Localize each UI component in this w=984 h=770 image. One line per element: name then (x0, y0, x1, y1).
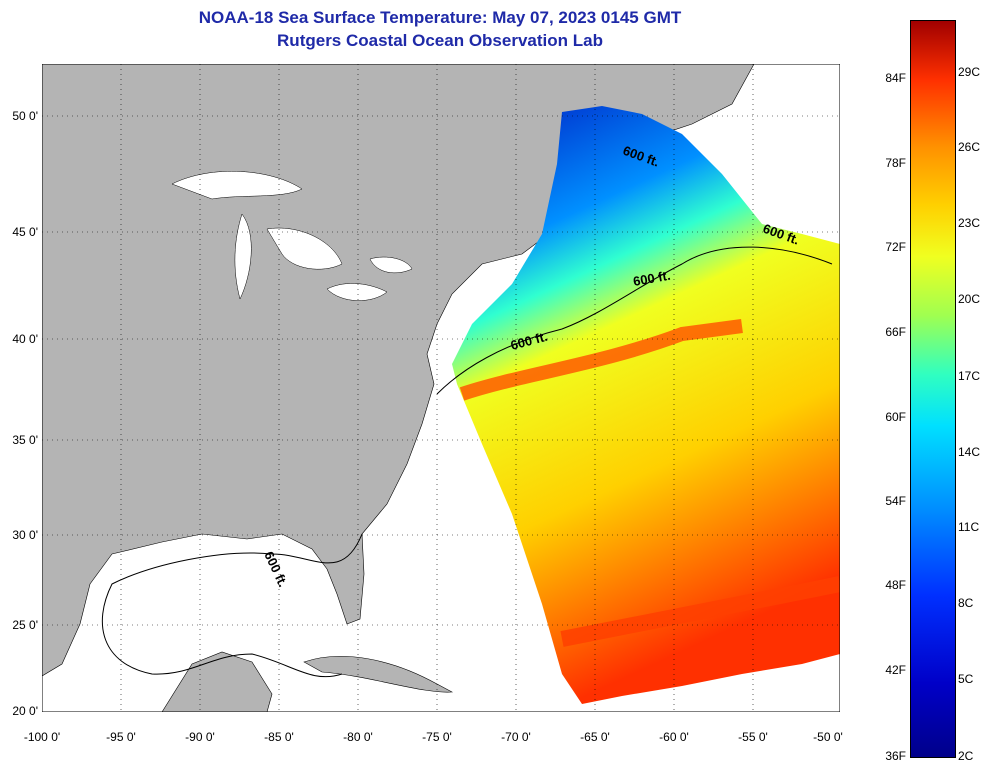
colorbar-c-label: 23C (958, 216, 981, 230)
x-tick-label: -80 0' (343, 730, 373, 744)
x-tick-label: -100 0' (23, 730, 61, 744)
contour-600ft (436, 246, 833, 395)
y-tick-label: 35 0' (12, 433, 38, 447)
colorbar-f-label: 66F (885, 325, 906, 339)
graticule (42, 64, 840, 712)
colorbar-c-label: 11C (958, 520, 980, 534)
land-cuba (303, 656, 454, 693)
colorbar-c-label: 20C (958, 292, 981, 306)
warm-band-south (560, 576, 840, 647)
colorbar-f-label: 84F (885, 71, 906, 85)
x-tick-label: -85 0' (264, 730, 294, 744)
colorbar-c-label: 14C (958, 445, 981, 459)
gulf-stream (459, 319, 743, 401)
x-tick-label: -70 0' (501, 730, 531, 744)
sst-map: 600 ft. 600 ft. 600 ft. 600 ft. 600 ft. (42, 64, 840, 712)
great-lakes (171, 171, 413, 301)
contour-600ft-gulf (101, 533, 363, 678)
y-tick-label: 40 0' (12, 332, 38, 346)
x-tick-label: -95 0' (106, 730, 136, 744)
y-tick-label: 20 0' (12, 704, 38, 718)
map-subtitle: Rutgers Coastal Ocean Observation Lab (277, 31, 603, 50)
y-tick-label: 25 0' (12, 618, 38, 632)
colorbar-c-label: 26C (958, 140, 981, 154)
temperature-colorbar (910, 20, 956, 758)
colorbar-c-label: 29C (958, 65, 981, 79)
contour-label: 600 ft. (632, 268, 672, 289)
colorbar-f-label: 42F (885, 663, 906, 677)
colorbar-c-label: 5C (958, 672, 974, 686)
y-tick-label: 45 0' (12, 225, 38, 239)
colorbar-f-label: 54F (885, 494, 906, 508)
x-tick-label: -50 0' (813, 730, 843, 744)
x-tick-label: -55 0' (738, 730, 768, 744)
x-tick-label: -60 0' (659, 730, 689, 744)
land-yucatan (161, 651, 273, 712)
colorbar-c-label: 8C (958, 596, 974, 610)
colorbar-f-label: 72F (885, 240, 906, 254)
y-tick-label: 30 0' (12, 528, 38, 542)
map-title: NOAA-18 Sea Surface Temperature: May 07,… (198, 8, 682, 27)
x-tick-label: -65 0' (580, 730, 610, 744)
colorbar-c-label: 2C (958, 749, 974, 763)
sst-swath (452, 106, 840, 704)
colorbar-c-label: 17C (958, 369, 981, 383)
colorbar-f-label: 36F (885, 749, 906, 763)
colorbar-f-label: 78F (885, 156, 906, 170)
x-tick-label: -90 0' (185, 730, 215, 744)
colorbar-f-label: 60F (885, 410, 906, 424)
y-tick-label: 50 0' (12, 109, 38, 123)
colorbar-f-label: 48F (885, 578, 906, 592)
x-tick-label: -75 0' (422, 730, 452, 744)
